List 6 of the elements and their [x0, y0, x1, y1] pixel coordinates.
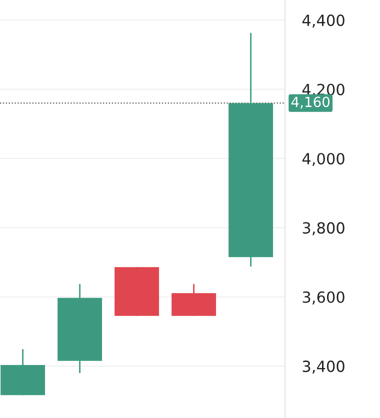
y-tick-label: 4,000: [302, 152, 344, 166]
y-tick-label: 3,600: [302, 291, 344, 304]
y-tick-label: 4,400: [302, 14, 344, 28]
y-tick-label: 3,400: [302, 360, 344, 374]
y-tick-label: 3,800: [302, 222, 344, 236]
ref-line-label: 4,160: [291, 96, 330, 109]
